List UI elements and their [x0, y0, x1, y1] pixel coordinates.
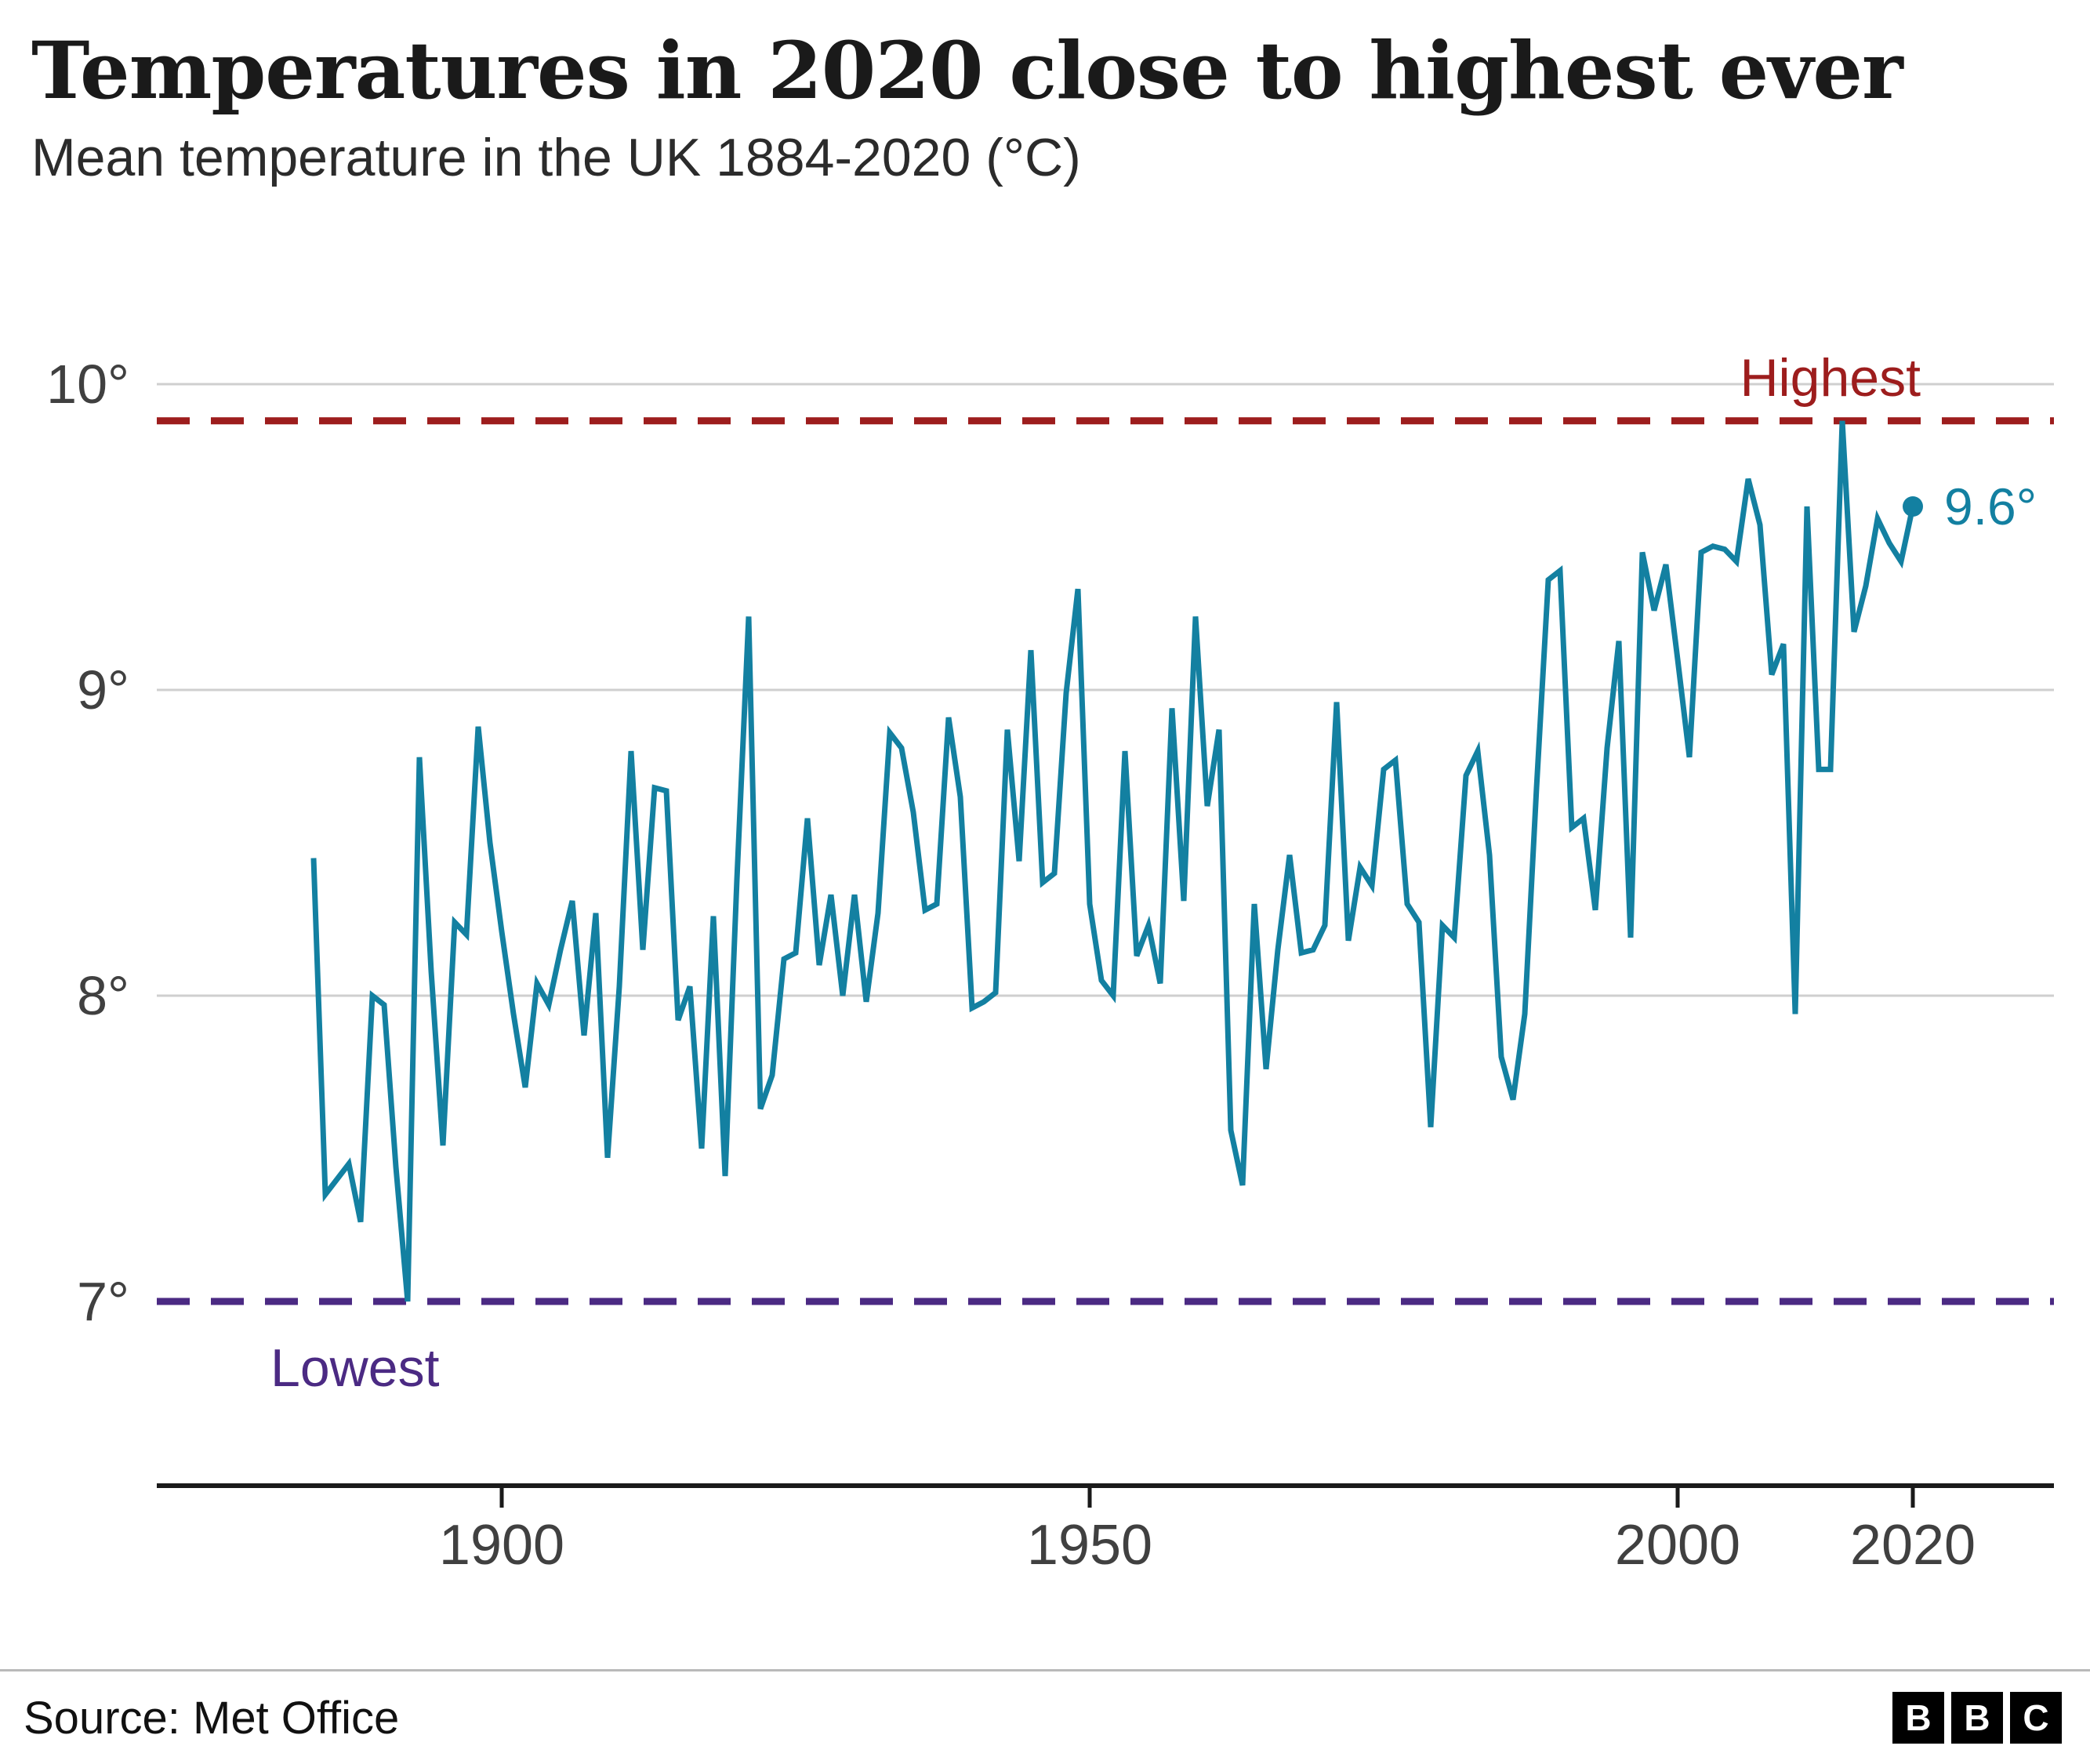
- x-axis-label: 1900: [439, 1514, 564, 1568]
- lowest-label: Lowest: [270, 1338, 440, 1398]
- x-axis-label: 2000: [1615, 1514, 1740, 1568]
- y-axis-label: 7°: [77, 1271, 129, 1332]
- end-point-marker: [1903, 496, 1923, 517]
- x-axis-label: 2020: [1850, 1514, 1976, 1568]
- bbc-logo-block: C: [2010, 1692, 2062, 1744]
- footer: Source: Met Office B B C: [0, 1669, 2090, 1764]
- bbc-logo-block: B: [1951, 1692, 2003, 1744]
- bbc-logo-block: B: [1892, 1692, 1944, 1744]
- source-credit: Source: Met Office: [24, 1692, 400, 1744]
- page-subtitle: Mean temperature in the UK 1884-2020 (°C…: [31, 128, 1081, 187]
- page-title: Temperatures in 2020 close to highest ev…: [31, 24, 1903, 117]
- chart-area: 10° 9° 8° 7° 9.6° Highest Lowest 1900 1950 2000 20…: [0, 188, 2090, 1568]
- bbc-logo: B B C: [1892, 1692, 2062, 1744]
- y-axis-label: 10°: [46, 354, 129, 415]
- temperature-line: [310, 420, 1916, 1302]
- chart-header: Temperatures in 2020 close to highest ev…: [0, 0, 2090, 188]
- y-axis-label: 8°: [77, 965, 129, 1026]
- highest-label: Highest: [1740, 348, 1921, 408]
- chart-svg: 10° 9° 8° 7° 9.6° Highest Lowest 1900 1950 2000 20…: [46, 348, 2054, 1568]
- x-axis-label: 1950: [1027, 1514, 1152, 1568]
- y-axis-label: 9°: [77, 659, 129, 720]
- end-point-label: 9.6°: [1944, 477, 2037, 535]
